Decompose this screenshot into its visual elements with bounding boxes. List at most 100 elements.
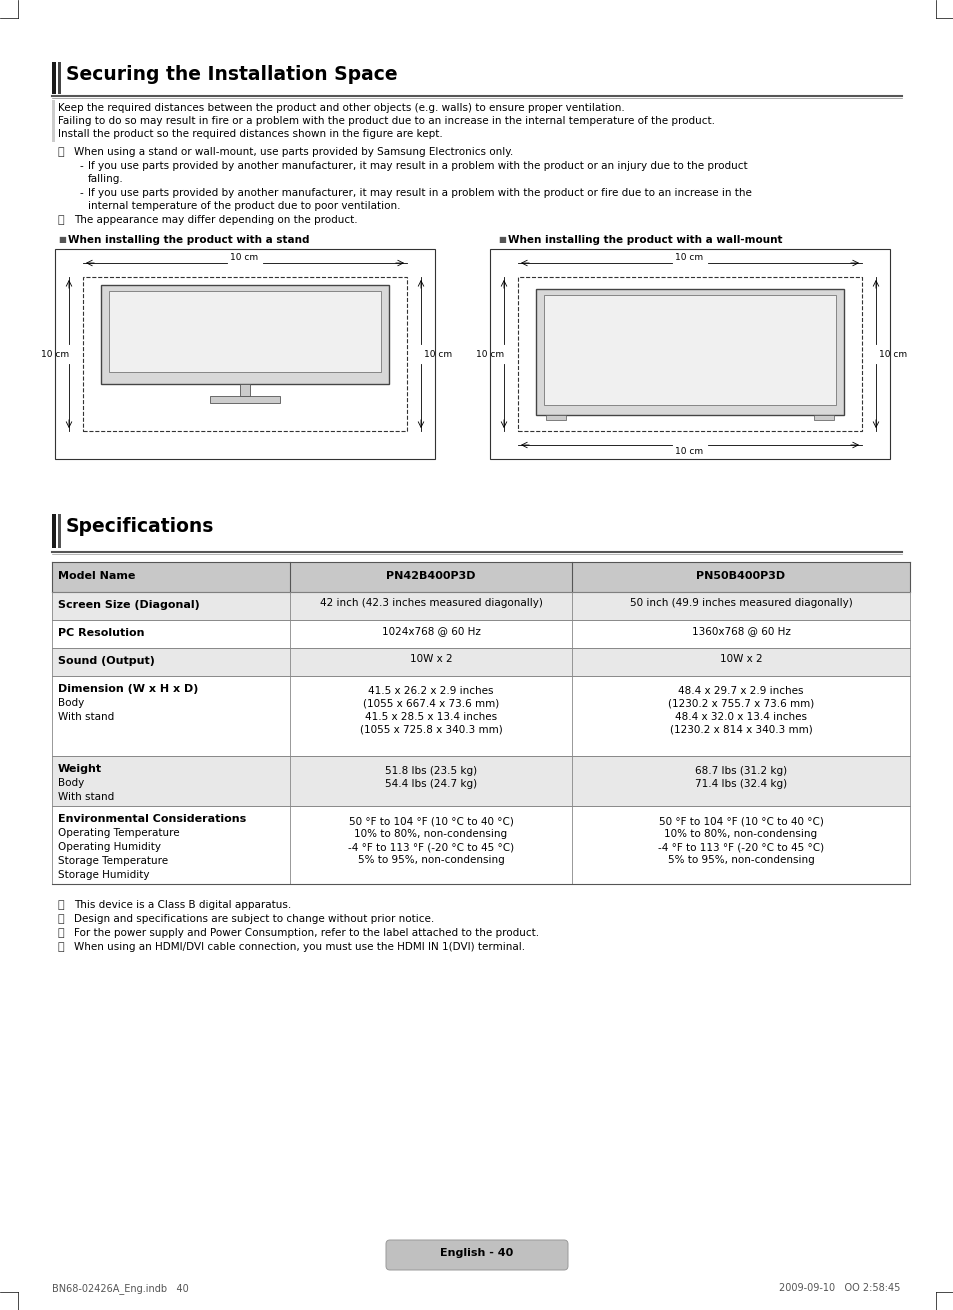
Text: Specifications: Specifications	[66, 517, 214, 536]
Text: Operating Humidity: Operating Humidity	[58, 842, 161, 852]
Text: -4 °F to 113 °F (-20 °C to 45 °C): -4 °F to 113 °F (-20 °C to 45 °C)	[658, 842, 823, 852]
Text: 41.5 x 28.5 x 13.4 inches: 41.5 x 28.5 x 13.4 inches	[365, 713, 497, 722]
Text: Securing the Installation Space: Securing the Installation Space	[66, 66, 397, 84]
Text: ■: ■	[497, 234, 505, 244]
Text: Dimension (W x H x D): Dimension (W x H x D)	[58, 684, 198, 694]
Text: Operating Temperature: Operating Temperature	[58, 828, 179, 838]
Text: 10 cm: 10 cm	[476, 350, 503, 359]
Text: 10% to 80%, non-condensing: 10% to 80%, non-condensing	[355, 829, 507, 838]
Bar	[52, 514, 56, 548]
Text: ⓘ: ⓘ	[58, 914, 65, 924]
Bar	[210, 396, 280, 403]
Text: 10 cm: 10 cm	[675, 447, 702, 456]
Text: When using an HDMI/DVI cable connection, you must use the HDMI IN 1(DVI) termina: When using an HDMI/DVI cable connection,…	[74, 942, 524, 952]
Text: 10W x 2: 10W x 2	[719, 654, 761, 664]
Text: 5% to 95%, non-condensing: 5% to 95%, non-condensing	[357, 855, 504, 865]
Text: Keep the required distances between the product and other objects (e.g. walls) t: Keep the required distances between the …	[58, 103, 624, 113]
Text: (1230.2 x 814 x 340.3 mm): (1230.2 x 814 x 340.3 mm)	[669, 724, 812, 735]
Text: 42 inch (42.3 inches measured diagonally): 42 inch (42.3 inches measured diagonally…	[319, 597, 542, 608]
Bar	[240, 384, 250, 396]
Text: With stand: With stand	[58, 713, 114, 722]
FancyBboxPatch shape	[386, 1241, 567, 1269]
Text: The appearance may differ depending on the product.: The appearance may differ depending on t…	[74, 215, 357, 225]
Bar	[52, 620, 909, 648]
Text: internal temperature of the product due to poor ventilation.: internal temperature of the product due …	[88, 200, 400, 211]
Text: Failing to do so may result in fire or a problem with the product due to an incr: Failing to do so may result in fire or a…	[58, 117, 714, 126]
Text: 1360x768 @ 60 Hz: 1360x768 @ 60 Hz	[691, 626, 790, 635]
Text: Install the product so the required distances shown in the figure are kept.: Install the product so the required dist…	[58, 128, 442, 139]
Text: 54.4 lbs (24.7 kg): 54.4 lbs (24.7 kg)	[384, 779, 476, 789]
Bar	[490, 249, 889, 458]
Text: 10 cm: 10 cm	[878, 350, 906, 359]
Text: 10 cm: 10 cm	[423, 350, 452, 359]
Text: 48.4 x 32.0 x 13.4 inches: 48.4 x 32.0 x 13.4 inches	[675, 713, 806, 722]
Text: This device is a Class B digital apparatus.: This device is a Class B digital apparat…	[74, 900, 291, 910]
Text: ⓘ: ⓘ	[58, 215, 65, 225]
Text: Design and specifications are subject to change without prior notice.: Design and specifications are subject to…	[74, 914, 434, 924]
Text: PN50B400P3D: PN50B400P3D	[696, 571, 784, 582]
Text: Body: Body	[58, 778, 84, 789]
Text: Model Name: Model Name	[58, 571, 135, 582]
Bar	[52, 648, 909, 676]
Text: 10 cm: 10 cm	[230, 253, 258, 262]
Text: Weight: Weight	[58, 764, 102, 774]
Text: 5% to 95%, non-condensing: 5% to 95%, non-condensing	[667, 855, 814, 865]
Bar	[101, 286, 389, 384]
Text: If you use parts provided by another manufacturer, it may result in a problem wi: If you use parts provided by another man…	[88, 161, 747, 172]
Bar	[83, 276, 407, 431]
Text: Sound (Output): Sound (Output)	[58, 656, 154, 665]
Bar	[52, 100, 55, 141]
Bar	[545, 415, 565, 421]
Text: 10W x 2: 10W x 2	[409, 654, 452, 664]
Text: When installing the product with a wall-mount: When installing the product with a wall-…	[507, 234, 781, 245]
Text: ⓘ: ⓘ	[58, 942, 65, 952]
Text: For the power supply and Power Consumption, refer to the label attached to the p: For the power supply and Power Consumpti…	[74, 927, 538, 938]
Text: PC Resolution: PC Resolution	[58, 627, 144, 638]
Text: English - 40: English - 40	[440, 1248, 513, 1258]
Text: 10 cm: 10 cm	[41, 350, 69, 359]
Text: Storage Humidity: Storage Humidity	[58, 870, 150, 880]
Text: 50 °F to 104 °F (10 °C to 40 °C): 50 °F to 104 °F (10 °C to 40 °C)	[658, 816, 822, 827]
Text: 50 inch (49.9 inches measured diagonally): 50 inch (49.9 inches measured diagonally…	[629, 597, 851, 608]
Bar	[58, 62, 61, 94]
Text: 10% to 80%, non-condensing: 10% to 80%, non-condensing	[663, 829, 817, 838]
Bar	[813, 415, 833, 421]
Bar	[109, 291, 380, 372]
Bar	[52, 676, 909, 756]
Bar	[543, 295, 835, 405]
Bar	[536, 290, 843, 415]
Text: ⓘ: ⓘ	[58, 900, 65, 910]
Bar	[52, 62, 56, 94]
Text: 48.4 x 29.7 x 2.9 inches: 48.4 x 29.7 x 2.9 inches	[678, 686, 803, 696]
Bar	[52, 592, 909, 620]
Text: If you use parts provided by another manufacturer, it may result in a problem wi: If you use parts provided by another man…	[88, 189, 751, 198]
Text: 41.5 x 26.2 x 2.9 inches: 41.5 x 26.2 x 2.9 inches	[368, 686, 494, 696]
Text: 1024x768 @ 60 Hz: 1024x768 @ 60 Hz	[381, 626, 480, 635]
Text: Body: Body	[58, 698, 84, 707]
Text: ⓘ: ⓘ	[58, 147, 65, 157]
Text: Storage Temperature: Storage Temperature	[58, 855, 168, 866]
Text: -4 °F to 113 °F (-20 °C to 45 °C): -4 °F to 113 °F (-20 °C to 45 °C)	[348, 842, 514, 852]
Text: -: -	[80, 161, 84, 172]
Text: (1230.2 x 755.7 x 73.6 mm): (1230.2 x 755.7 x 73.6 mm)	[667, 700, 813, 709]
Text: (1055 x 725.8 x 340.3 mm): (1055 x 725.8 x 340.3 mm)	[359, 724, 502, 735]
Text: ■: ■	[58, 234, 66, 244]
Bar	[52, 806, 909, 884]
Text: 68.7 lbs (31.2 kg): 68.7 lbs (31.2 kg)	[694, 766, 786, 776]
Text: BN68-02426A_Eng.indb   40: BN68-02426A_Eng.indb 40	[52, 1282, 189, 1294]
Text: 10 cm: 10 cm	[675, 253, 702, 262]
Text: 51.8 lbs (23.5 kg): 51.8 lbs (23.5 kg)	[384, 766, 476, 776]
Bar	[52, 562, 909, 592]
Bar	[55, 249, 435, 458]
Text: When installing the product with a stand: When installing the product with a stand	[68, 234, 309, 245]
Text: When using a stand or wall-mount, use parts provided by Samsung Electronics only: When using a stand or wall-mount, use pa…	[74, 147, 513, 157]
Text: falling.: falling.	[88, 174, 124, 183]
Text: PN42B400P3D: PN42B400P3D	[386, 571, 476, 582]
Text: -: -	[80, 189, 84, 198]
Text: Environmental Considerations: Environmental Considerations	[58, 814, 246, 824]
Bar	[517, 276, 862, 431]
Text: 71.4 lbs (32.4 kg): 71.4 lbs (32.4 kg)	[694, 779, 786, 789]
Text: (1055 x 667.4 x 73.6 mm): (1055 x 667.4 x 73.6 mm)	[362, 700, 498, 709]
Text: ⓘ: ⓘ	[58, 927, 65, 938]
Text: With stand: With stand	[58, 793, 114, 802]
